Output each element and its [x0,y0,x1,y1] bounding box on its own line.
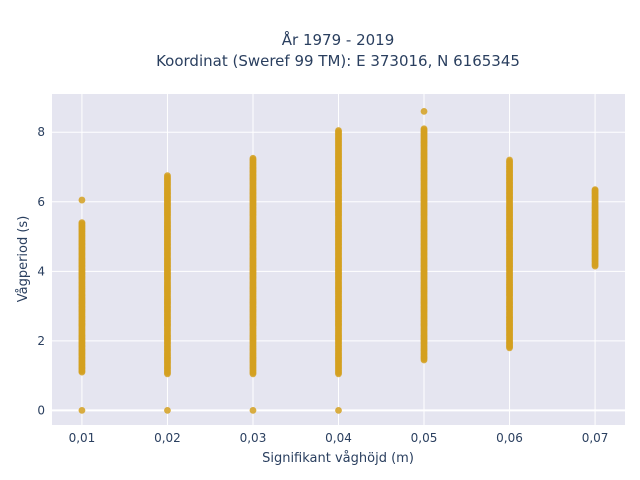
x-tick-label-3: 0,04 [325,431,352,445]
data-point-x6-64 [591,186,599,194]
data-point-x2-176 [249,154,257,162]
data-point-x4-190 [420,107,428,115]
x-tick-label-1: 0,02 [154,431,181,445]
y-tick-label-2: 4 [37,264,45,278]
x-tick-labels: 0,01 0,02 0,03 0,04 0,05 0,06 0,07 [69,431,609,445]
x-tick-label-6: 0,07 [582,431,609,445]
y-tick-label-3: 6 [37,195,45,209]
y-tick-label-0: 0 [37,403,45,417]
y-tick-labels: 0 2 4 6 8 [37,125,45,417]
data-point-x0-125 [78,196,86,204]
data-point-x5-154 [506,156,513,164]
data-point-x0-0 [78,406,86,414]
data-point-x3-198 [335,127,342,134]
chart-title-line1: År 1979 - 2019 [282,30,395,49]
data-points [78,107,599,414]
x-tick-label-5: 0,06 [496,431,523,445]
y-tick-label-1: 2 [37,334,45,348]
data-point-x1-0 [164,406,171,414]
data-point-x3-0 [335,406,342,414]
y-tick-label-4: 8 [37,125,45,139]
data-point-x1-161 [164,172,171,180]
data-point-x2-0 [249,406,257,414]
chart-title-line2: Koordinat (Sweref 99 TM): E 373016, N 61… [156,52,520,70]
y-axis-title: Vågperiod (s) [16,216,31,303]
x-tick-label-2: 0,03 [240,431,267,445]
x-axis-title: Signifikant våghöjd (m) [262,451,414,466]
data-point-x0-124 [78,219,86,227]
x-tick-label-4: 0,05 [411,431,438,445]
data-point-x4-189 [420,125,428,133]
x-tick-label-0: 0,01 [69,431,96,445]
